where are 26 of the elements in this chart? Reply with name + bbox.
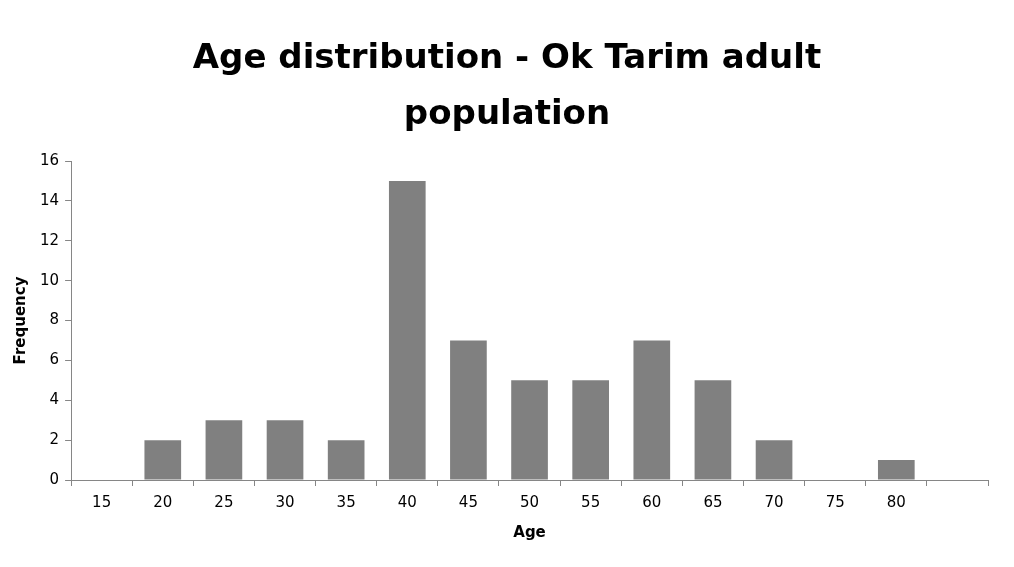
y-tick-label: 2 [49,430,60,449]
x-tick-label: 55 [581,492,601,511]
y-tick-label: 16 [39,150,60,169]
chart-title: Age distribution - Ok Tarim adult population [191,35,823,134]
y-tick-label: 8 [49,310,60,329]
x-tick-label: 75 [825,492,845,511]
x-tick-label: 60 [642,492,662,511]
x-tick-label: 25 [214,492,234,511]
x-tick-label: 30 [275,492,295,511]
x-tick-label: 40 [397,492,417,511]
x-tick-label: 35 [336,492,356,511]
y-tick-label: 10 [39,270,60,289]
x-tick-label: 50 [520,492,540,511]
y-tick-label: 14 [39,190,60,209]
x-tick-label: 80 [886,492,906,511]
x-tick-label: 20 [153,492,173,511]
x-tick-label: 15 [92,492,112,511]
x-tick-label: 65 [703,492,723,511]
x-tick-label: 45 [458,492,478,511]
y-axis-title: Frequency [10,276,29,365]
x-axis-title: Age [513,522,546,541]
y-tick-label: 6 [49,350,60,369]
y-tick-label: 0 [49,469,60,488]
x-tick-label: 70 [764,492,784,511]
y-tick-label: 12 [39,230,60,249]
y-tick-label: 4 [49,390,60,409]
